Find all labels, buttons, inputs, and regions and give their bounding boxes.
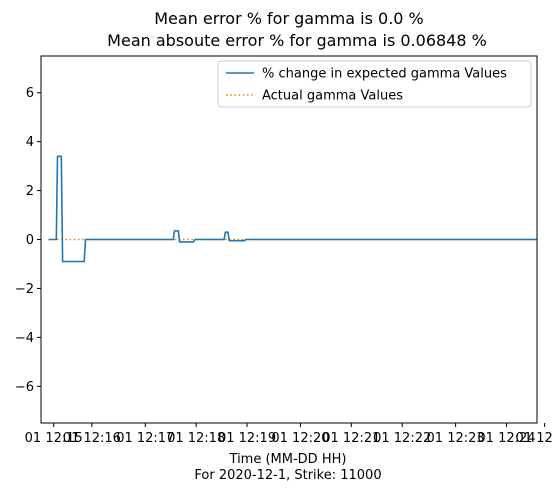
legend-box — [217, 60, 532, 108]
series-line-expected-gamma-change — [48, 155, 537, 263]
x-tick-label: 01 12:18 — [167, 431, 225, 446]
y-tick-label: −4 — [15, 331, 34, 346]
x-tick-label: 01 12:24 — [477, 431, 535, 446]
x-tick-label: 01 12:19 — [218, 431, 276, 446]
x-tick-label: 01 12:23 — [427, 431, 485, 446]
y-tick-label: −2 — [15, 282, 34, 297]
y-tick-label: 2 — [26, 184, 34, 199]
x-tick-label: 01 12:22 — [373, 431, 431, 446]
legend: % change in expected gamma Values Actual … — [217, 60, 532, 108]
y-tick-label: 6 — [26, 86, 34, 101]
chart-subtitle: Mean absoute error % for gamma is 0.0684… — [107, 31, 487, 50]
y-tick-label: −6 — [15, 380, 34, 395]
legend-label: Actual gamma Values — [262, 89, 403, 104]
x-tick-label: 01 12:16 — [63, 431, 121, 446]
x-tick-label: 01 12:20 — [271, 431, 329, 446]
chart-title: Mean error % for gamma is 0.0 % — [154, 9, 424, 28]
x-tick-label: 01 12:15 — [25, 431, 83, 446]
x-tick-label: 01 12:25 — [516, 431, 554, 446]
y-tick-label: 0 — [26, 233, 34, 248]
x-tick-label: 01 12:21 — [322, 431, 380, 446]
y-tick-label: 4 — [26, 135, 34, 150]
x-tick-label: 01 12:17 — [116, 431, 174, 446]
x-axis-label: Time (MM-DD HH) — [229, 452, 347, 467]
x-axis-sublabel: For 2020-12-1, Strike: 11000 — [194, 468, 381, 483]
legend-label: % change in expected gamma Values — [262, 67, 507, 82]
